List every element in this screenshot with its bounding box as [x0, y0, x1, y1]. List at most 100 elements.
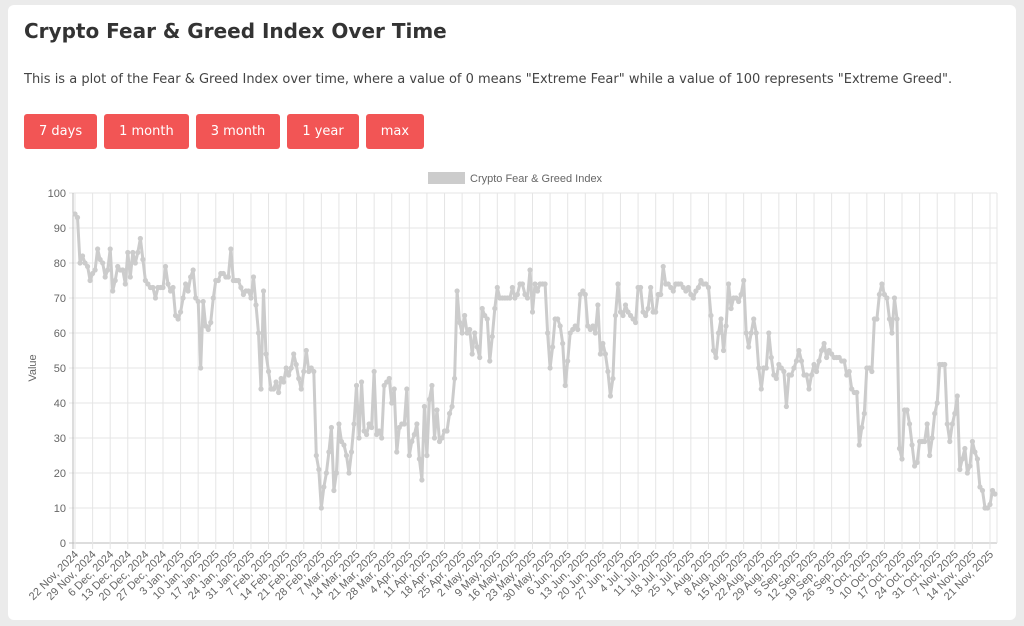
- data-point[interactable]: [896, 445, 903, 452]
- data-point[interactable]: [803, 372, 810, 378]
- data-point[interactable]: [235, 277, 241, 284]
- data-point[interactable]: [424, 452, 430, 459]
- data-point[interactable]: [135, 249, 141, 256]
- data-point[interactable]: [891, 295, 898, 301]
- data-point[interactable]: [550, 344, 556, 350]
- data-point[interactable]: [474, 344, 480, 350]
- data-point[interactable]: [348, 449, 355, 455]
- data-point[interactable]: [489, 333, 495, 340]
- data-point[interactable]: [459, 330, 465, 336]
- data-point[interactable]: [253, 302, 259, 308]
- data-point[interactable]: [100, 260, 106, 266]
- data-point[interactable]: [738, 291, 744, 298]
- data-point[interactable]: [944, 421, 950, 427]
- data-point[interactable]: [751, 316, 757, 322]
- data-point[interactable]: [281, 379, 287, 385]
- data-point[interactable]: [255, 330, 262, 336]
- data-point[interactable]: [602, 351, 608, 357]
- data-point[interactable]: [620, 312, 626, 319]
- range-1-month-button[interactable]: 1 month: [104, 114, 189, 149]
- range-3-month-button[interactable]: 3 month: [195, 114, 281, 149]
- data-point[interactable]: [562, 382, 568, 389]
- data-point[interactable]: [316, 466, 322, 473]
- data-point[interactable]: [190, 267, 196, 273]
- data-point[interactable]: [258, 386, 264, 392]
- data-point[interactable]: [974, 456, 981, 462]
- data-point[interactable]: [715, 330, 722, 336]
- data-point[interactable]: [509, 284, 515, 291]
- data-point[interactable]: [967, 463, 973, 469]
- data-point[interactable]: [205, 326, 211, 333]
- data-point[interactable]: [414, 421, 420, 427]
- data-point[interactable]: [783, 403, 789, 410]
- data-point[interactable]: [343, 452, 350, 459]
- data-point[interactable]: [472, 330, 478, 336]
- data-point[interactable]: [379, 435, 385, 441]
- data-point[interactable]: [336, 421, 342, 427]
- data-point[interactable]: [401, 421, 407, 427]
- data-point[interactable]: [165, 281, 171, 287]
- data-point[interactable]: [331, 487, 337, 494]
- data-point[interactable]: [507, 295, 513, 301]
- data-point[interactable]: [296, 375, 302, 382]
- data-point[interactable]: [962, 445, 968, 452]
- data-point[interactable]: [462, 312, 468, 319]
- data-point[interactable]: [756, 365, 762, 371]
- data-point[interactable]: [270, 386, 277, 392]
- data-point[interactable]: [763, 365, 769, 371]
- data-point[interactable]: [416, 456, 422, 462]
- data-point[interactable]: [959, 456, 965, 462]
- data-point[interactable]: [590, 323, 596, 329]
- data-point[interactable]: [532, 281, 538, 287]
- data-point[interactable]: [150, 284, 156, 291]
- data-point[interactable]: [725, 281, 732, 287]
- data-point[interactable]: [449, 403, 455, 410]
- data-point[interactable]: [225, 274, 231, 280]
- data-point[interactable]: [303, 347, 309, 354]
- data-point[interactable]: [74, 214, 81, 221]
- data-point[interactable]: [555, 316, 561, 322]
- data-point[interactable]: [369, 424, 375, 431]
- data-point[interactable]: [195, 298, 201, 305]
- data-point[interactable]: [741, 277, 747, 284]
- data-point[interactable]: [87, 277, 93, 284]
- legend-swatch[interactable]: [428, 172, 465, 184]
- data-point[interactable]: [487, 358, 493, 364]
- data-point[interactable]: [788, 372, 795, 378]
- data-point[interactable]: [527, 267, 533, 273]
- data-point[interactable]: [670, 288, 676, 294]
- data-point[interactable]: [932, 410, 938, 417]
- data-point[interactable]: [431, 435, 438, 441]
- data-point[interactable]: [708, 312, 714, 319]
- data-point[interactable]: [924, 421, 930, 427]
- data-point[interactable]: [451, 375, 458, 382]
- data-point[interactable]: [987, 501, 993, 508]
- data-point[interactable]: [856, 442, 862, 448]
- data-point[interactable]: [813, 368, 820, 375]
- data-point[interactable]: [947, 438, 953, 445]
- data-point[interactable]: [321, 484, 327, 490]
- data-point[interactable]: [127, 274, 133, 280]
- data-point[interactable]: [884, 295, 890, 301]
- data-point[interactable]: [92, 267, 98, 273]
- data-point[interactable]: [341, 442, 347, 448]
- data-point[interactable]: [597, 351, 603, 357]
- data-point[interactable]: [758, 386, 764, 392]
- data-point[interactable]: [228, 246, 234, 252]
- data-point[interactable]: [326, 449, 332, 455]
- data-point[interactable]: [660, 263, 666, 270]
- data-point[interactable]: [869, 368, 875, 375]
- data-point[interactable]: [889, 330, 895, 336]
- data-point[interactable]: [175, 316, 181, 322]
- data-point[interactable]: [718, 316, 724, 322]
- data-point[interactable]: [265, 368, 272, 375]
- data-point[interactable]: [250, 274, 257, 280]
- data-point[interactable]: [188, 274, 194, 280]
- data-point[interactable]: [323, 470, 329, 476]
- data-point[interactable]: [210, 295, 216, 301]
- data-point[interactable]: [544, 330, 551, 336]
- data-point[interactable]: [439, 435, 445, 441]
- data-point[interactable]: [643, 312, 649, 319]
- data-point[interactable]: [534, 288, 541, 294]
- data-point[interactable]: [346, 470, 352, 476]
